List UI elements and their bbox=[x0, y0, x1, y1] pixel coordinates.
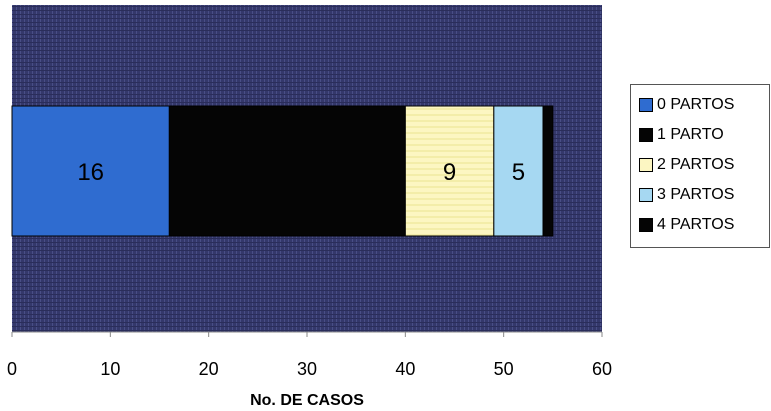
legend-label-4: 4 PARTOS bbox=[657, 216, 735, 233]
legend-item-0: 0 PARTOS bbox=[639, 90, 769, 120]
bar-segment-3 bbox=[493, 105, 544, 237]
legend-label-1: 1 PARTO bbox=[657, 126, 724, 143]
legend-item-2: 2 PARTOS bbox=[639, 150, 769, 180]
legend-item-3: 3 PARTOS bbox=[639, 180, 769, 210]
legend-swatch-3 bbox=[639, 188, 653, 202]
legend-item-1: 1 PARTO bbox=[639, 120, 769, 150]
legend: 0 PARTOS 1 PARTO 2 PARTOS 3 PARTOS 4 PARTOS bbox=[630, 84, 770, 248]
data-label-3: 5 bbox=[512, 159, 525, 186]
legend-item-4: 4 PARTOS bbox=[639, 210, 769, 240]
x-tick-label-0: 0 bbox=[7, 359, 17, 379]
x-tick-label-6: 60 bbox=[592, 359, 612, 379]
legend-swatch-4 bbox=[639, 218, 653, 232]
legend-label-2: 2 PARTOS bbox=[657, 156, 735, 173]
legend-swatch-1 bbox=[639, 128, 653, 142]
bar-segment-2 bbox=[404, 105, 495, 237]
x-tick-label-5: 50 bbox=[494, 359, 514, 379]
legend-label-3: 3 PARTOS bbox=[657, 186, 735, 203]
data-label-0: 16 bbox=[77, 159, 104, 186]
x-tick-label-1: 10 bbox=[100, 359, 120, 379]
x-tick-label-2: 20 bbox=[199, 359, 219, 379]
bar-segment-0 bbox=[11, 105, 170, 237]
legend-swatch-0 bbox=[639, 98, 653, 112]
x-axis-title: No. DE CASOS bbox=[250, 392, 364, 409]
x-tick-label-3: 30 bbox=[297, 359, 317, 379]
legend-label-0: 0 PARTOS bbox=[657, 96, 735, 113]
bar-segment-1 bbox=[168, 105, 406, 237]
x-tick-label-4: 40 bbox=[395, 359, 415, 379]
data-label-2: 9 bbox=[443, 159, 456, 186]
bar-segment-4 bbox=[542, 105, 554, 237]
legend-swatch-2 bbox=[639, 158, 653, 172]
